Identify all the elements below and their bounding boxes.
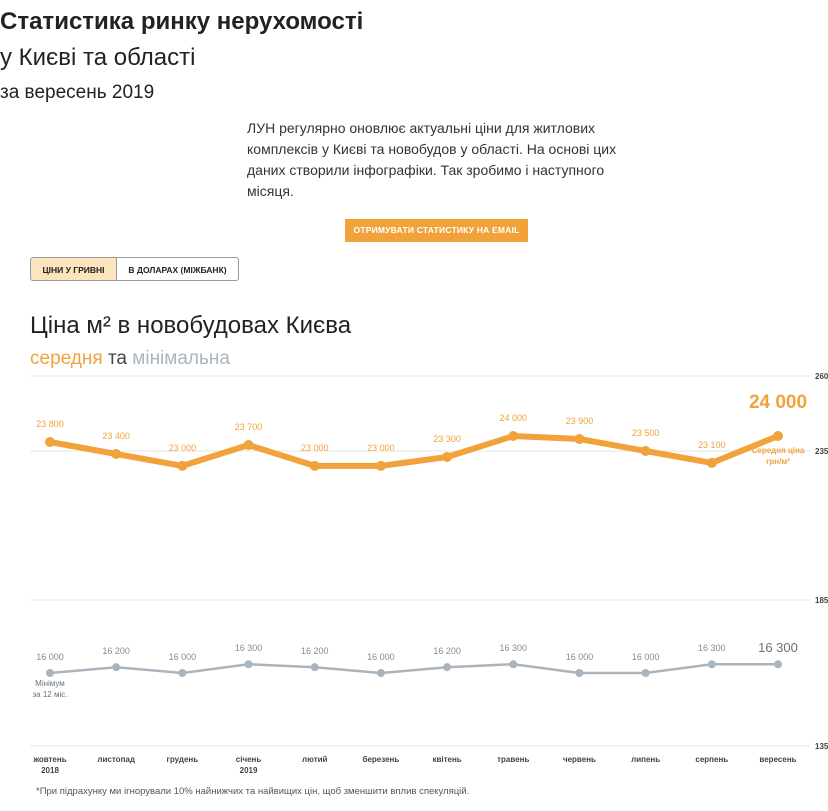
page-title-location: у Києві та області: [0, 44, 196, 71]
data-label-min: 16 300: [698, 643, 726, 653]
chart-title: Ціна м² в новобудовах Києва: [30, 312, 352, 339]
x-tick-label: серпень: [695, 755, 728, 764]
currency-toggle-usd[interactable]: В ДОЛАРАХ (МІЖБАНК): [116, 257, 239, 281]
data-point-avg: [375, 460, 386, 471]
data-label-avg: 23 800: [36, 419, 64, 429]
data-point-avg: [508, 431, 519, 441]
x-tick-label: грудень: [167, 755, 199, 764]
data-point-avg: [442, 451, 453, 462]
page-title-period: за вересень 2019: [0, 82, 155, 103]
data-label-avg: 24 000: [749, 392, 807, 413]
footnote: *При підрахунку ми ігнорували 10% найниж…: [36, 786, 470, 797]
data-label-min: 16 000: [36, 652, 64, 662]
series-note-min: Мінімум: [35, 679, 65, 688]
data-label-avg: 23 000: [169, 443, 197, 453]
data-label-avg: 23 000: [301, 443, 329, 453]
data-label-avg: 23 500: [632, 428, 660, 438]
data-point-avg: [640, 446, 651, 456]
data-label-avg: 23 400: [102, 431, 130, 441]
x-tick-label: липень: [631, 755, 660, 764]
currency-toggle-uah[interactable]: ЦІНИ У ГРИВНІ: [30, 257, 117, 281]
data-point-min: [509, 660, 518, 669]
data-point-avg: [574, 434, 585, 444]
subtitle-average: середня: [30, 348, 103, 369]
data-label-avg: 24 000: [500, 413, 528, 423]
data-label-min: 16 000: [566, 652, 594, 662]
data-point-min: [310, 663, 319, 672]
data-label-min: 16 200: [301, 646, 329, 656]
x-tick-label: квітень: [432, 755, 461, 764]
data-label-min: 16 200: [433, 646, 461, 656]
data-point-min: [774, 660, 782, 669]
data-label-min: 16 200: [102, 646, 130, 656]
data-label-min: 16 300: [758, 640, 798, 655]
data-point-avg: [309, 460, 320, 471]
data-label-avg: 23 900: [566, 416, 594, 426]
data-label-avg: 23 100: [698, 440, 726, 450]
data-point-avg: [706, 457, 717, 468]
y-tick-label: 185: [815, 596, 828, 605]
y-tick-label: 135: [815, 742, 828, 751]
x-tick-label: лютий: [302, 755, 328, 764]
data-point-avg: [773, 431, 783, 441]
series-note-avg: Середня ціна: [752, 446, 805, 455]
subscribe-email-button[interactable]: ОТРИМУВАТИ СТАТИСТИКУ НА EMAIL: [345, 219, 528, 242]
data-label-min: 16 300: [235, 643, 263, 653]
data-label-avg: 23 000: [367, 443, 395, 453]
subtitle-and: та: [107, 348, 127, 369]
x-tick-label: жовтень: [32, 755, 66, 764]
data-point-min: [46, 669, 54, 677]
page-title: Статистика ринку нерухомості: [0, 8, 364, 35]
y-tick-label: 235: [815, 447, 828, 456]
chart-subtitle: середня та мінімальна: [30, 348, 230, 370]
data-point-min: [178, 669, 187, 677]
data-point-avg: [243, 440, 254, 450]
x-tick-label: березень: [363, 755, 400, 764]
data-label-min: 16 000: [632, 652, 660, 662]
data-point-min: [112, 663, 121, 672]
y-tick-label: 260: [815, 372, 828, 381]
data-point-avg: [177, 460, 188, 471]
subtitle-minimum: мінімальна: [132, 348, 230, 369]
data-point-min: [244, 660, 253, 669]
series-line-avg: [47, 433, 781, 469]
x-tick-label: травень: [497, 755, 529, 764]
data-point-min: [443, 663, 452, 672]
x-tick-year: 2018: [41, 766, 59, 775]
data-label-min: 16 300: [500, 643, 528, 653]
data-label-min: 16 000: [367, 652, 395, 662]
data-point-min: [376, 669, 385, 677]
data-point-min: [641, 669, 650, 677]
x-tick-label: січень: [236, 755, 262, 764]
series-line-min: [48, 662, 780, 675]
data-label-avg: 23 700: [235, 422, 263, 432]
data-point-min: [575, 669, 584, 677]
data-point-avg: [111, 448, 122, 459]
price-chart: 260 235 185 135 23 800 23 400 23 000 23 700 23 0…: [30, 372, 828, 775]
data-label-avg: 23 300: [433, 434, 461, 444]
series-note-avg: грн/м²: [766, 457, 790, 466]
x-tick-label: вересень: [759, 755, 796, 764]
data-label-min: 16 000: [169, 652, 197, 662]
series-note-min: за 12 міс.: [33, 690, 68, 699]
intro-text: ЛУН регулярно оновлює актуальні ціни для…: [247, 120, 617, 199]
x-tick-label: червень: [563, 755, 596, 764]
data-point-min: [707, 660, 716, 669]
data-point-avg: [45, 437, 55, 447]
x-tick-year: 2019: [240, 766, 258, 775]
x-tick-label: листопад: [97, 755, 135, 764]
